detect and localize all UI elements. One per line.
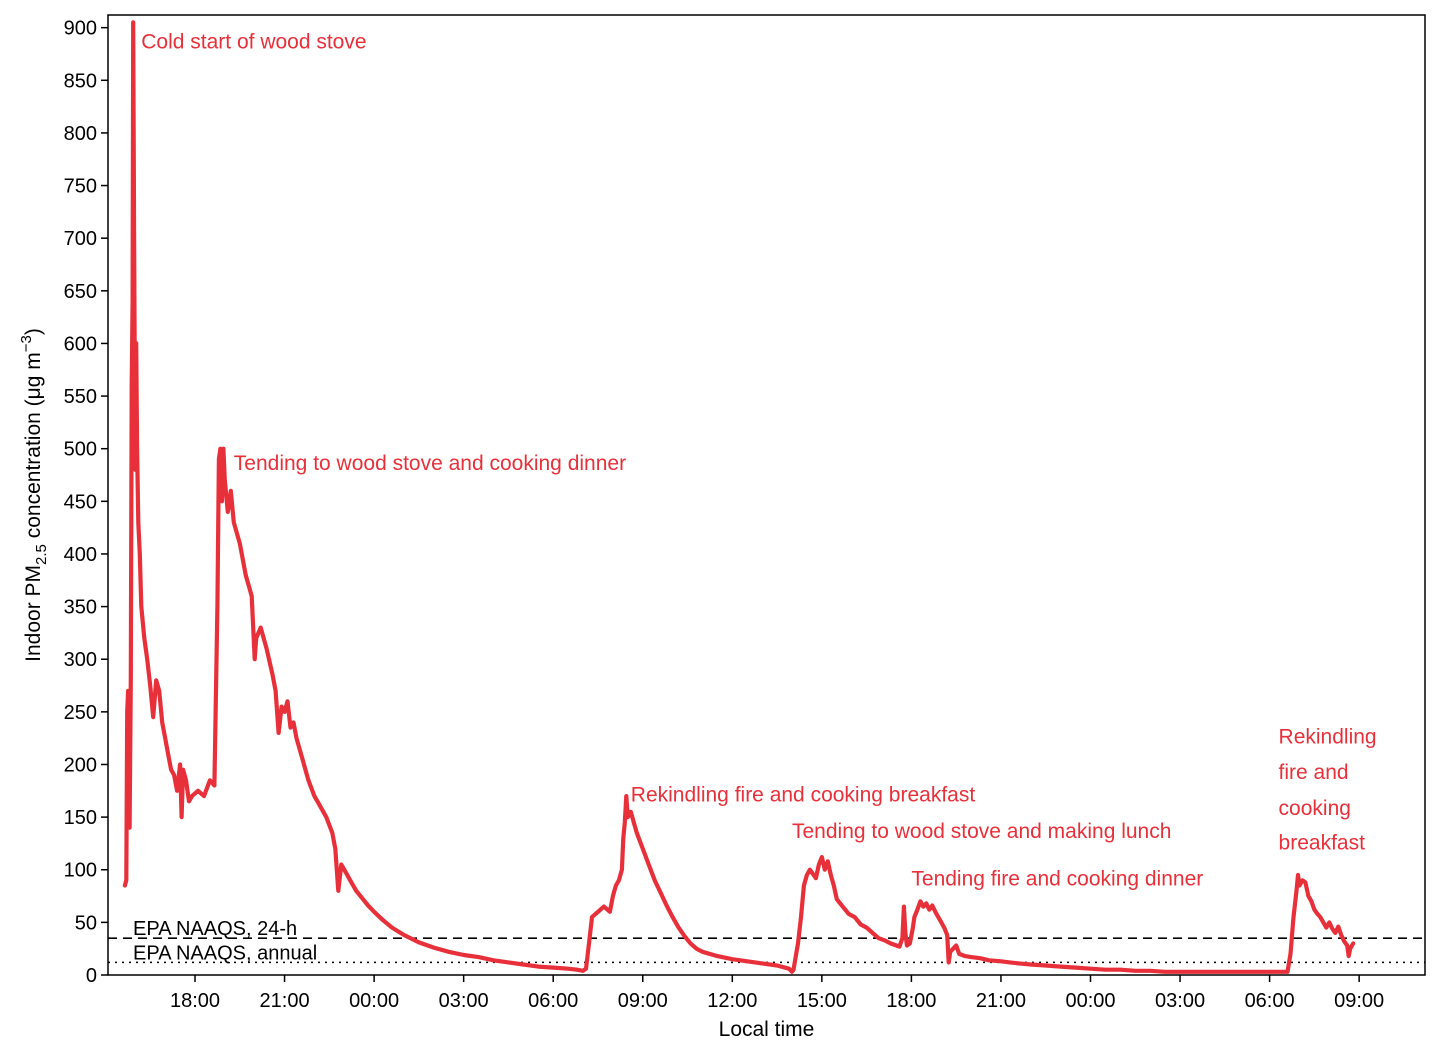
y-tick-label: 450 [64, 491, 97, 513]
annotation-label: cooking [1279, 797, 1351, 820]
annotation-label: Tending to wood stove and cooking dinner [234, 452, 626, 475]
y-tick-label: 750 [64, 176, 97, 198]
y-tick-label: 700 [64, 228, 97, 250]
y-tick-label: 50 [75, 912, 97, 934]
x-tick-label: 18:00 [886, 990, 936, 1012]
y-tick-label: 300 [64, 649, 97, 671]
x-tick-label: 15:00 [797, 990, 847, 1012]
y-tick-label: 100 [64, 860, 97, 882]
series-layer [122, 20, 1356, 974]
annotation-label: Rekindling fire and cooking breakfast [631, 783, 976, 806]
x-axis-title: Local time [719, 1018, 815, 1041]
x-tick-label: 21:00 [260, 990, 310, 1012]
annotation-label: Cold start of wood stove [141, 31, 366, 54]
x-tick-label: 09:00 [1334, 990, 1384, 1012]
x-tick-label: 12:00 [707, 990, 757, 1012]
plot-frame [107, 14, 1426, 976]
y-tick-label: 600 [64, 333, 97, 355]
y-axis-title: Indoor PM2.5 concentration (μg m−3) [18, 328, 50, 662]
y-tick-label: 150 [64, 807, 97, 829]
annotation-label: Tending to wood stove and making lunch [792, 820, 1171, 843]
y-tick-label: 0 [86, 965, 97, 987]
x-tick-label: 03:00 [1155, 990, 1205, 1012]
y-tick-label: 550 [64, 386, 97, 408]
y-tick-label: 200 [64, 754, 97, 776]
x-tick-label: 06:00 [1245, 990, 1295, 1012]
annotation-label: fire and [1279, 761, 1349, 784]
x-tick-label: 09:00 [618, 990, 668, 1012]
x-axis-ticks: 18:00 21:00 00:00 03:00 06:00 09:00 12:00 15:00… [170, 975, 1384, 1012]
x-tick-label: 00:00 [349, 990, 399, 1012]
y-tick-label: 350 [64, 597, 97, 619]
y-tick-label: 850 [64, 70, 97, 92]
y-axis-ticks: 0 50 100 150 200 250 300 350 400 450 500 550 600 650 7… [64, 18, 108, 987]
x-tick-label: 00:00 [1065, 990, 1115, 1012]
annotations: Cold start of wood stove Tending to wood … [141, 31, 1376, 891]
annotation-label: Rekindling [1279, 725, 1377, 748]
pm25-series-line [122, 20, 1356, 974]
x-tick-label: 06:00 [528, 990, 578, 1012]
y-tick-label: 400 [64, 544, 97, 566]
x-tick-label: 21:00 [976, 990, 1026, 1012]
x-tick-label: 18:00 [170, 990, 220, 1012]
y-tick-label: 500 [64, 439, 97, 461]
reference-line-label: EPA NAAQS, annual [133, 942, 317, 964]
y-tick-label: 250 [64, 702, 97, 724]
y-tick-label: 800 [64, 123, 97, 145]
x-tick-label: 03:00 [439, 990, 489, 1012]
y-tick-label: 650 [64, 281, 97, 303]
y-tick-label: 900 [64, 18, 97, 40]
reference-line-label: EPA NAAQS, 24-h [133, 918, 297, 940]
annotation-label: breakfast [1279, 832, 1366, 855]
annotation-label: Tending fire and cooking dinner [911, 868, 1203, 891]
